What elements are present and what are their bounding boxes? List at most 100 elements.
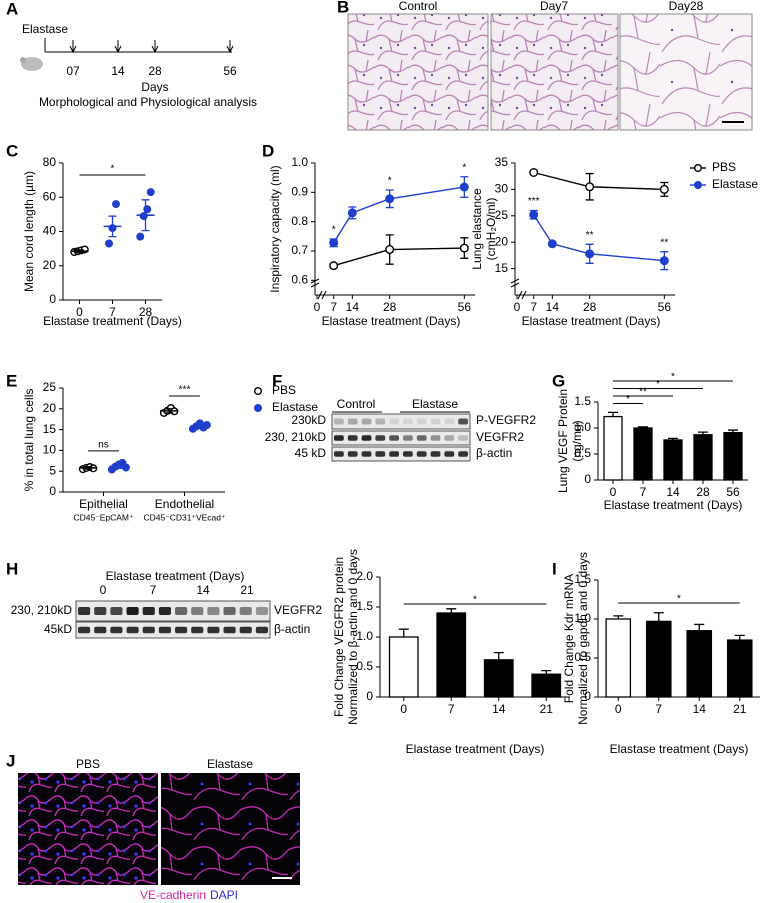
blot-band — [255, 607, 268, 615]
y-tick-label: 80 — [43, 155, 57, 169]
y-tick-label: 5 — [49, 463, 56, 477]
blot-band — [239, 626, 252, 634]
blot-band — [94, 626, 107, 634]
bar — [603, 415, 623, 481]
error-bar — [608, 411, 618, 417]
blot-band — [430, 418, 441, 425]
x-tick-label: 14 — [546, 300, 560, 314]
y-tick-label: 1.5 — [574, 572, 591, 586]
bar — [436, 612, 467, 698]
bar — [483, 659, 514, 698]
x-tick-label: Epithelial — [79, 497, 128, 511]
y-tick-label: 0 — [584, 472, 591, 486]
size-label: 230, 210kD — [265, 430, 327, 444]
day-label: 0 — [100, 583, 107, 597]
panel-letter: A — [6, 0, 18, 18]
blot-band — [334, 451, 344, 457]
y-tick-label: 20 — [495, 234, 509, 248]
y-tick-label: 60 — [43, 189, 57, 203]
protein-label: β-actin — [476, 446, 512, 460]
significance-label: * — [473, 595, 477, 606]
x-tick-label: 7 — [330, 300, 337, 314]
y-tick-label: 0.5 — [574, 650, 591, 664]
x-tick-label: 7 — [640, 485, 647, 499]
x-tick-label: 28 — [583, 300, 597, 314]
blot-band — [94, 607, 107, 615]
blot-band — [175, 607, 188, 615]
series-line — [333, 186, 465, 244]
x-tick-label: 14 — [666, 485, 680, 499]
error-bar — [84, 465, 93, 470]
data-point — [329, 238, 339, 248]
fluorescence-image — [18, 773, 158, 885]
y-tick-label: 35 — [495, 155, 509, 169]
blot-band — [223, 607, 236, 615]
size-label: 230kD — [291, 413, 326, 427]
y-tick-label: 0.9 — [291, 185, 308, 199]
day-label: 07 — [66, 64, 80, 78]
significance-label: * — [656, 379, 660, 390]
error-bar — [165, 408, 174, 414]
blot-band — [403, 435, 413, 441]
blot-band — [347, 451, 358, 457]
x-tick-label: 0 — [76, 305, 83, 319]
error-bar — [446, 608, 457, 613]
y-axis-label: % in total lung cells — [22, 389, 36, 492]
data-point — [529, 210, 539, 220]
x-tick-label: 0 — [314, 300, 321, 314]
image-title: PBS — [76, 757, 100, 771]
blot-band — [347, 435, 358, 441]
blot-band — [430, 435, 441, 441]
data-point — [585, 249, 595, 259]
blot-band — [389, 418, 399, 425]
data-point — [202, 421, 211, 430]
blot-band — [255, 626, 268, 634]
blot-band — [403, 451, 413, 457]
size-label: 45kD — [44, 622, 72, 636]
x-tick-label: 21 — [540, 702, 554, 716]
blot-band — [334, 418, 344, 425]
y-tick-label: 1.0 — [574, 611, 591, 625]
x-tick-label: 21 — [733, 702, 747, 716]
blot-band — [334, 435, 344, 441]
blot-band — [458, 418, 468, 425]
data-point — [111, 200, 120, 209]
bar — [388, 636, 419, 698]
blot-band — [444, 418, 455, 425]
day-label: 7 — [150, 583, 157, 597]
protein-label: VEGFR2 — [274, 603, 322, 617]
y-tick-label: 0.5 — [356, 659, 373, 673]
x-axis-label: Elastase treatment (Days) — [604, 498, 743, 512]
y-axis-label: Lung VEGF Protein — [556, 389, 570, 493]
histology-image — [619, 13, 753, 131]
y-axis-label: Fold Change VEGFR2 protein — [332, 557, 346, 717]
significance-label: * — [677, 594, 681, 605]
data-point — [136, 232, 145, 241]
y-tick-label: 0.7 — [291, 243, 308, 257]
error-bar — [694, 623, 705, 631]
x-tick-label: 28 — [383, 300, 397, 314]
blot — [75, 600, 271, 639]
x-axis-label: Elastase treatment (Days) — [322, 314, 461, 328]
axis-label: Days — [141, 80, 168, 94]
blot-strip — [75, 600, 271, 622]
panel-letter: G — [552, 371, 565, 390]
y-tick-label: 0.8 — [291, 214, 308, 228]
mouse-icon — [21, 57, 43, 71]
blot-band — [142, 607, 155, 615]
blot-title: Elastase treatment (Days) — [106, 569, 245, 583]
y-axis-label: (ng/mg) — [570, 420, 584, 461]
significance-label: * — [111, 164, 115, 175]
bar — [531, 673, 562, 698]
mouse-icon — [20, 57, 26, 63]
x-tick-label: 14 — [492, 702, 506, 716]
x-axis-label: Elastase treatment (Days) — [522, 314, 661, 328]
error-bar — [653, 612, 664, 622]
blot-band — [207, 607, 220, 615]
significance-label: ** — [660, 237, 668, 248]
blot-strip — [331, 430, 471, 446]
bar — [693, 434, 713, 481]
y-tick-label: 1.5 — [356, 599, 373, 613]
x-tick-label: 7 — [109, 305, 116, 319]
x-tick-label: 0 — [615, 702, 622, 716]
